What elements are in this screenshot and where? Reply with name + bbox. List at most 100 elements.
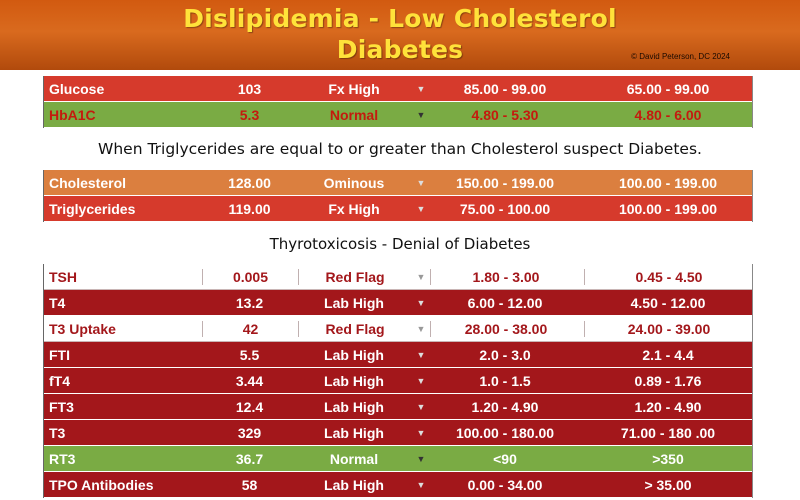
optimal-range: 0.00 - 34.00 bbox=[467, 476, 543, 493]
test-status: Lab High bbox=[324, 372, 384, 389]
optimal-range: 28.00 - 38.00 bbox=[430, 320, 581, 337]
test-value: 5.3 bbox=[239, 106, 260, 123]
optimal-range: <90 bbox=[493, 450, 517, 467]
test-value: 42 bbox=[202, 320, 298, 337]
test-value: 36.7 bbox=[235, 450, 264, 467]
test-name: T3 bbox=[49, 424, 66, 441]
header-banner: Dislipidemia - Low Cholesterol Diabetes … bbox=[0, 0, 800, 70]
table-row: TPO Antibodies 58 Lab High ▼ 0.00 - 34.00 > 3… bbox=[44, 472, 752, 498]
copyright-notice: © David Peterson, DC 2024 bbox=[631, 52, 730, 61]
table-row: FTI 5.5 Lab High ▼ 2.0 - 3.0 2.1 - 4.4 bbox=[44, 342, 752, 368]
optimal-range: 1.20 - 4.90 bbox=[471, 398, 539, 415]
test-name: TSH bbox=[49, 268, 77, 285]
test-value: 0.005 bbox=[202, 268, 298, 285]
caret-down-icon[interactable]: ▼ bbox=[416, 401, 426, 412]
table-row: T3 Uptake 42 Red Flag ▼ 28.00 - 38.00 24.00 -… bbox=[44, 316, 752, 342]
test-value: 128.00 bbox=[228, 174, 271, 191]
caret-down-icon[interactable]: ▼ bbox=[416, 349, 426, 360]
test-name: HbA1C bbox=[49, 106, 96, 123]
test-value: 103 bbox=[237, 80, 262, 97]
thyrotoxicosis-heading: Thyrotoxicosis - Denial of Diabetes bbox=[269, 235, 531, 253]
test-name: T4 bbox=[49, 294, 66, 311]
optimal-range: 2.0 - 3.0 bbox=[479, 346, 531, 363]
test-status: Normal bbox=[329, 450, 379, 467]
lipid-table: Cholesterol 128.00 Ominous ▼ 150.00 - 199.00… bbox=[43, 170, 753, 222]
test-name: FTI bbox=[49, 346, 70, 363]
test-name: RT3 bbox=[49, 450, 76, 467]
test-name: T3 Uptake bbox=[49, 320, 116, 337]
test-status: Lab High bbox=[324, 398, 384, 415]
lab-range: > 35.00 bbox=[644, 476, 692, 493]
lab-range: 100.00 - 199.00 bbox=[618, 174, 718, 191]
test-status: Lab High bbox=[324, 476, 384, 493]
table-row: RT3 36.7 Normal ▼ <90 >350 bbox=[44, 446, 752, 472]
test-value: 3.44 bbox=[235, 372, 264, 389]
table-row: T3 329 Lab High ▼ 100.00 - 180.00 71.00 - 180… bbox=[44, 420, 752, 446]
lab-range: 65.00 - 99.00 bbox=[626, 80, 710, 97]
caret-down-icon[interactable]: ▼ bbox=[416, 177, 426, 188]
table-row: Glucose 103 Fx High ▼ 85.00 - 99.00 65.00 - 9… bbox=[44, 76, 752, 102]
test-status: Normal bbox=[329, 106, 379, 123]
lab-range: 24.00 - 39.00 bbox=[584, 320, 753, 337]
optimal-range: 1.0 - 1.5 bbox=[479, 372, 531, 389]
lab-range: 2.1 - 4.4 bbox=[642, 346, 694, 363]
caret-down-icon[interactable]: ▼ bbox=[416, 427, 426, 438]
test-value: 119.00 bbox=[228, 200, 271, 217]
test-status: Lab High bbox=[324, 346, 384, 363]
test-status: Ominous bbox=[323, 174, 385, 191]
test-status: Red Flag bbox=[298, 320, 411, 337]
caret-down-icon[interactable]: ▼ bbox=[416, 297, 426, 308]
test-status: Red Flag bbox=[298, 268, 411, 285]
lab-range: 71.00 - 180 .00 bbox=[620, 424, 716, 441]
triglyceride-note: When Triglycerides are equal to or great… bbox=[98, 140, 702, 158]
test-value: 13.2 bbox=[235, 294, 264, 311]
table-row: Triglycerides 119.00 Fx High ▼ 75.00 - 100.0… bbox=[44, 196, 752, 222]
lab-range: 0.45 - 4.50 bbox=[584, 268, 753, 285]
caret-down-icon[interactable]: ▼ bbox=[416, 271, 426, 282]
table-row: fT4 3.44 Lab High ▼ 1.0 - 1.5 0.89 - 1.76 bbox=[44, 368, 752, 394]
optimal-range: 75.00 - 100.00 bbox=[459, 200, 551, 217]
page-title: Dislipidemia - Low Cholesterol bbox=[183, 4, 617, 33]
caret-down-icon[interactable]: ▼ bbox=[416, 203, 426, 214]
test-name: Glucose bbox=[49, 80, 105, 97]
test-status: Fx High bbox=[328, 80, 380, 97]
test-name: TPO Antibodies bbox=[49, 476, 154, 493]
table-row: TSH 0.005 Red Flag ▼ 1.80 - 3.00 0.45 - 4.50 bbox=[44, 264, 752, 290]
lab-range: 4.50 - 12.00 bbox=[630, 294, 706, 311]
optimal-range: 150.00 - 199.00 bbox=[455, 174, 555, 191]
lab-range: 100.00 - 199.00 bbox=[618, 200, 718, 217]
test-value: 12.4 bbox=[235, 398, 264, 415]
optimal-range: 100.00 - 180.00 bbox=[455, 424, 555, 441]
test-status: Lab High bbox=[324, 294, 384, 311]
thyroid-table: TSH 0.005 Red Flag ▼ 1.80 - 3.00 0.45 - 4.50 T… bbox=[43, 264, 753, 498]
test-value: 329 bbox=[237, 424, 262, 441]
caret-down-icon[interactable]: ▼ bbox=[416, 375, 426, 386]
table-row: T4 13.2 Lab High ▼ 6.00 - 12.00 4.50 - 12.00 bbox=[44, 290, 752, 316]
caret-down-icon[interactable]: ▼ bbox=[416, 323, 426, 334]
optimal-range: 85.00 - 99.00 bbox=[463, 80, 547, 97]
test-name: Triglycerides bbox=[49, 200, 136, 217]
lab-range: 4.80 - 6.00 bbox=[634, 106, 702, 123]
test-value: 58 bbox=[241, 476, 258, 493]
test-name: fT4 bbox=[49, 372, 70, 389]
test-status: Lab High bbox=[324, 424, 384, 441]
lab-range: >350 bbox=[652, 450, 684, 467]
lab-range: 1.20 - 4.90 bbox=[634, 398, 702, 415]
table-row: FT3 12.4 Lab High ▼ 1.20 - 4.90 1.20 - 4.90 bbox=[44, 394, 752, 420]
table-row: HbA1C 5.3 Normal ▼ 4.80 - 5.30 4.80 - 6.00 bbox=[44, 102, 752, 128]
diabetes-markers-table: Glucose 103 Fx High ▼ 85.00 - 99.00 65.00 - 9… bbox=[43, 76, 753, 128]
optimal-range: 1.80 - 3.00 bbox=[430, 268, 581, 285]
test-name: Cholesterol bbox=[49, 174, 127, 191]
optimal-range: 6.00 - 12.00 bbox=[467, 294, 543, 311]
caret-down-icon[interactable]: ▼ bbox=[416, 109, 426, 120]
test-status: Fx High bbox=[328, 200, 380, 217]
caret-down-icon[interactable]: ▼ bbox=[416, 479, 426, 490]
caret-down-icon[interactable]: ▼ bbox=[416, 453, 426, 464]
test-name: FT3 bbox=[49, 398, 74, 415]
table-row: Cholesterol 128.00 Ominous ▼ 150.00 - 199.00… bbox=[44, 170, 752, 196]
page-subtitle: Diabetes bbox=[336, 35, 464, 64]
caret-down-icon[interactable]: ▼ bbox=[416, 83, 426, 94]
lab-range: 0.89 - 1.76 bbox=[634, 372, 702, 389]
test-value: 5.5 bbox=[239, 346, 260, 363]
optimal-range: 4.80 - 5.30 bbox=[471, 106, 539, 123]
